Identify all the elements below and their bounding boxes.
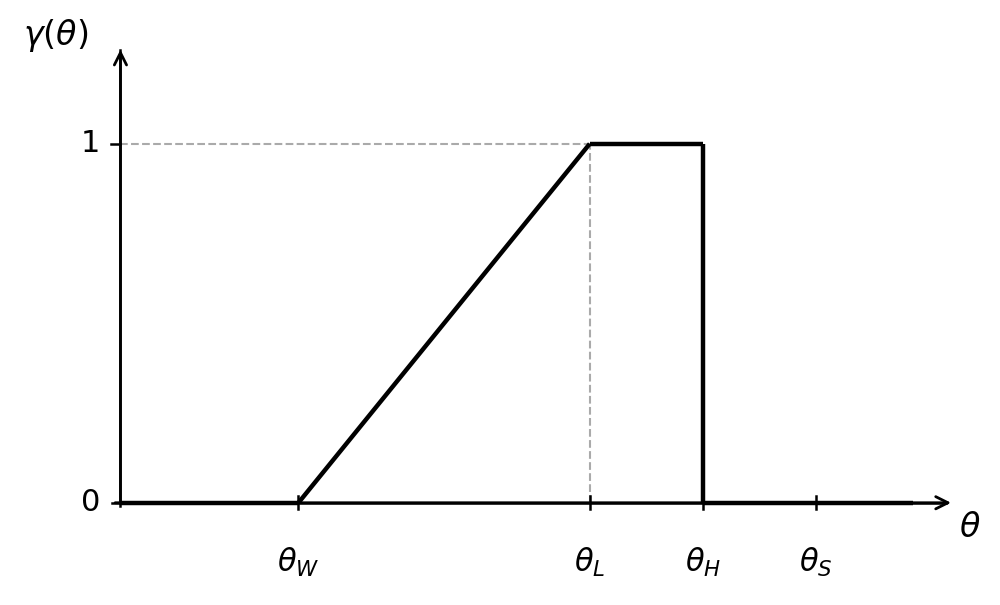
Text: $\theta$: $\theta$ bbox=[959, 511, 981, 544]
Text: $\theta_S$: $\theta_S$ bbox=[799, 546, 833, 579]
Text: 0: 0 bbox=[81, 488, 100, 517]
Text: $\gamma(\theta)$: $\gamma(\theta)$ bbox=[23, 17, 88, 54]
Text: $\theta_L$: $\theta_L$ bbox=[574, 546, 605, 579]
Text: 1: 1 bbox=[81, 129, 100, 159]
Text: $\theta_H$: $\theta_H$ bbox=[685, 546, 721, 579]
Text: $\theta_W$: $\theta_W$ bbox=[277, 546, 320, 579]
